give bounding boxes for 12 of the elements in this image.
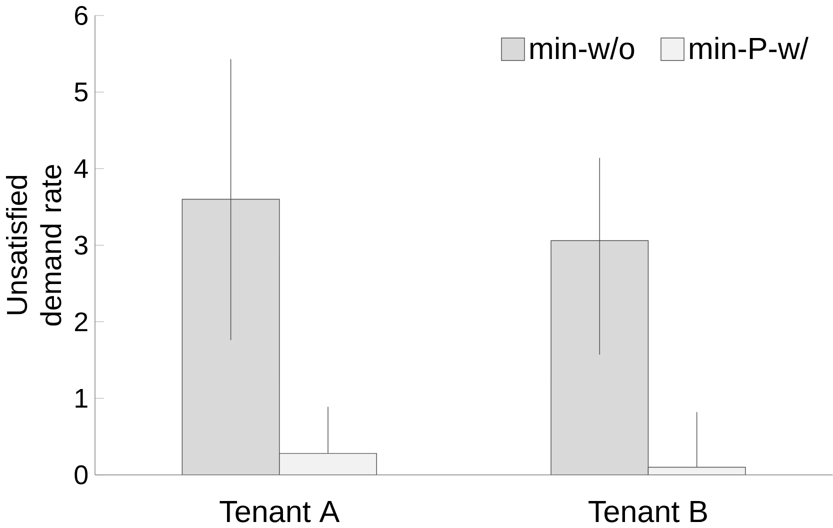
x-tick-label: Tenant A — [220, 500, 340, 522]
x-tick-label: Tenant B — [588, 500, 707, 522]
y-tick-label: 0 — [74, 465, 88, 484]
y-tick-label: 6 — [75, 6, 88, 25]
y-tick-label: 3 — [74, 235, 88, 255]
y-tick-label: 4 — [74, 159, 88, 178]
y-axis-title: Unsatisfied demand rate — [6, 164, 62, 326]
y-tick-label: 2 — [74, 312, 88, 332]
y-tick-label: 5 — [74, 82, 88, 102]
legend-label: min-w/o — [530, 36, 634, 60]
legend-label: min-P-w/ — [690, 36, 808, 60]
y-tick-label: 1 — [76, 388, 88, 408]
